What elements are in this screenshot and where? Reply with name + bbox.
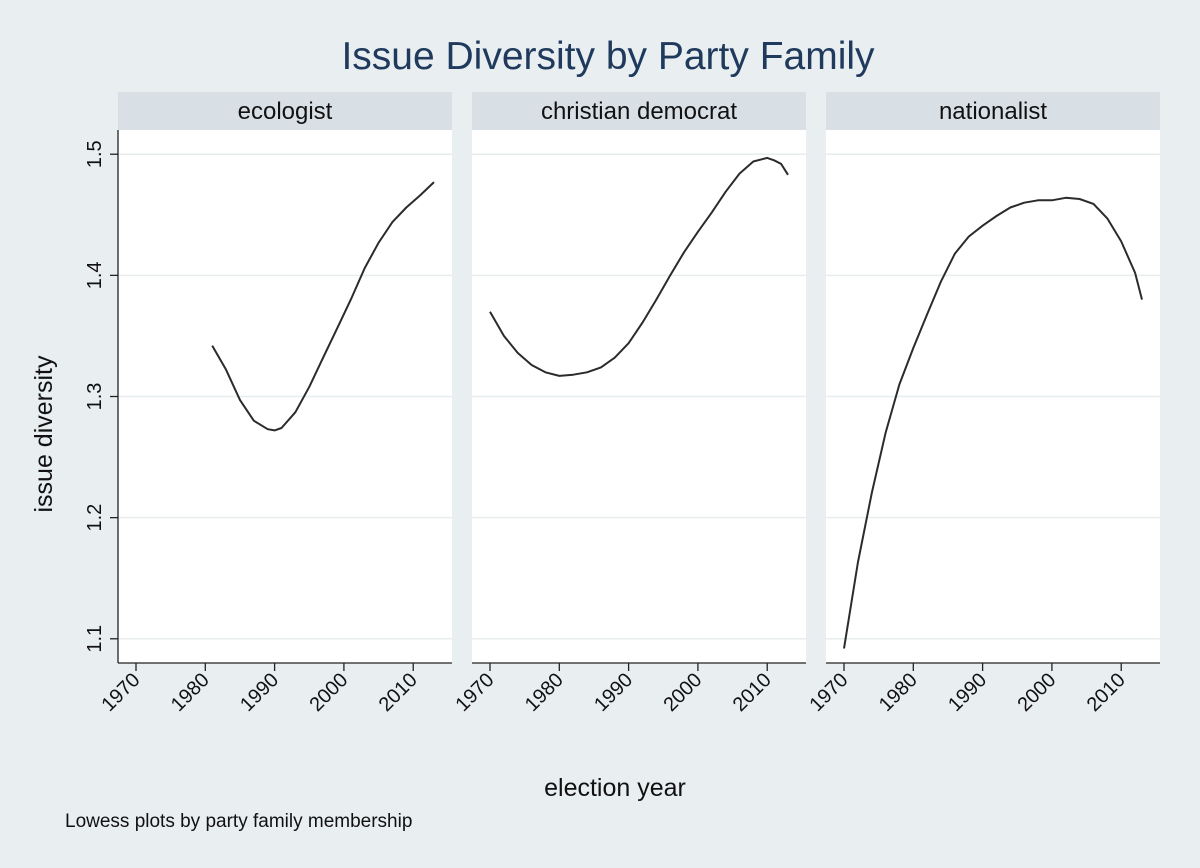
panel-title: ecologist	[238, 98, 333, 125]
y-axis: 1.1 1.2 1.3 1.4 1.5	[84, 130, 119, 663]
y-tick-label: 1.4	[84, 261, 106, 289]
x-tick-label: 2010	[375, 669, 422, 716]
panel-title: nationalist	[939, 98, 1047, 125]
panel-title: christian democrat	[541, 98, 737, 125]
panel-1: christian democrat 1970 1980 1990 2000 2010	[452, 92, 806, 716]
x-tick-label: 1990	[236, 669, 283, 716]
x-tick-label: 1980	[521, 669, 568, 716]
series-line-ecologist	[211, 181, 435, 432]
x-tick-label: 1980	[875, 669, 922, 716]
panel-0: ecologist 1970 1980 1990 2000 2010	[98, 92, 452, 716]
x-tick-label: 2000	[659, 669, 706, 716]
x-tick-label: 2000	[1013, 669, 1060, 716]
panel-strip	[118, 92, 452, 130]
x-tick-label: 1980	[167, 669, 214, 716]
y-axis-title: issue diversity	[30, 355, 58, 512]
series-line-christian-democrat	[489, 156, 789, 377]
panel-2: nationalist 1970 1980 1990 2000 2010	[806, 92, 1160, 716]
chart-note: Lowess plots by party family membership	[65, 811, 412, 832]
x-tick-label: 1970	[98, 669, 145, 716]
x-tick-label: 2010	[1083, 669, 1130, 716]
x-axis-title: election year	[544, 774, 686, 802]
x-tick-label: 2000	[305, 669, 352, 716]
panel-strip	[826, 92, 1160, 130]
x-tick-label: 2010	[729, 669, 776, 716]
series-line-nationalist	[843, 196, 1143, 649]
x-tick-label: 1970	[452, 669, 499, 716]
y-tick-label: 1.2	[84, 504, 106, 532]
x-tick-label: 1990	[944, 669, 991, 716]
chart-title: Issue Diversity by Party Family	[341, 35, 875, 78]
x-tick-label: 1990	[590, 669, 637, 716]
x-tick-label: 1970	[806, 669, 853, 716]
y-tick-label: 1.5	[84, 140, 106, 168]
y-tick-label: 1.3	[84, 383, 106, 411]
panel-strip	[472, 92, 806, 130]
y-tick-label: 1.1	[84, 625, 106, 653]
